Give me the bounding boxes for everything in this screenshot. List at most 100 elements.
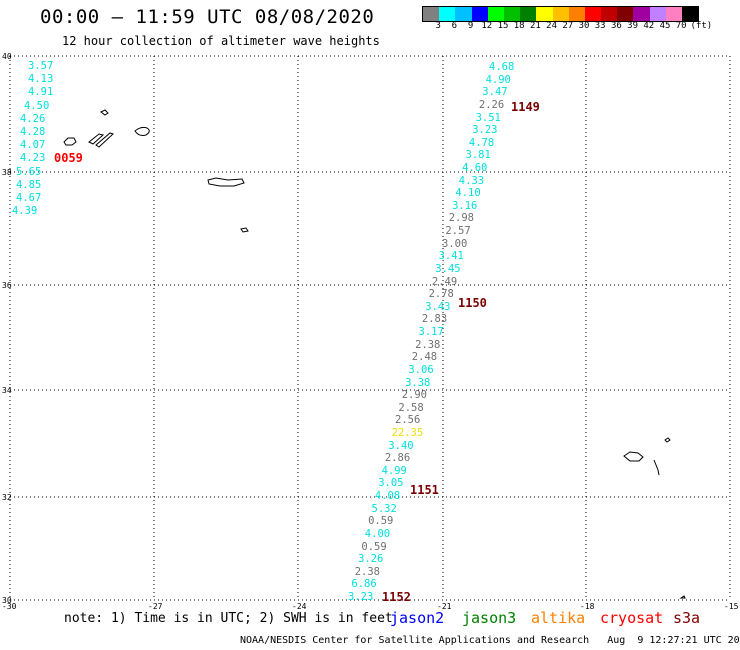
wave-height-value: 3.05 (378, 477, 404, 490)
island-santa-maria (240, 227, 249, 233)
latitude-label: 34 (2, 386, 12, 395)
wave-height-value: 2.58 (398, 401, 424, 414)
legend-label: 18 (513, 21, 525, 31)
legend-label: 6 (451, 21, 458, 31)
wave-height-value: 2.38 (415, 338, 441, 351)
island-graciosa-a (88, 133, 105, 145)
legend-swatch (503, 7, 521, 21)
wave-height-value: 4.91 (28, 86, 54, 99)
wave-height-value: 3.43 (425, 300, 451, 313)
legend-swatch (584, 7, 602, 21)
wave-height-value: 4.07 (20, 139, 46, 152)
legend-label: 45 (659, 21, 671, 31)
legend-swatch (487, 7, 504, 21)
wave-height-value: 4.99 (381, 464, 407, 477)
wave-height-value: 2.90 (401, 389, 427, 402)
legend-label: (ft) (690, 21, 713, 31)
latitude-label: 38 (2, 168, 12, 177)
wave-height-value: 4.33 (458, 174, 485, 187)
longitude-label: -18 (580, 602, 595, 611)
legend-swatch (649, 7, 666, 21)
wave-height-value: 3.26 (358, 553, 384, 566)
longitude-label: -24 (292, 602, 307, 611)
wave-height-value: 4.28 (20, 126, 46, 138)
time-mark: 1150 (458, 296, 487, 310)
legend-label: 42 (643, 21, 655, 31)
legend-label: 24 (546, 21, 558, 31)
time-mark: 1149 (511, 100, 540, 114)
legend-swatch (439, 7, 456, 21)
wave-height-value: 2.78 (428, 288, 454, 301)
satellite-name: s3a (673, 609, 701, 627)
latitude-label: 36 (2, 281, 12, 290)
wave-height-value: 4.26 (20, 112, 46, 125)
wave-height-value: 2.83 (421, 313, 448, 326)
wave-height-value: 3.51 (475, 111, 501, 124)
wave-height-value: 2.26 (478, 98, 505, 111)
wave-height-value: 3.57 (28, 60, 54, 72)
satellite-name: jason2 (390, 609, 445, 627)
island-porto-santo (664, 437, 671, 443)
wave-height-value: 3.17 (418, 326, 444, 338)
island-madeira (623, 451, 644, 462)
wave-height-value: 2.49 (431, 275, 458, 288)
wave-height-value: 3.47 (482, 86, 508, 99)
wave-height-value: 2.38 (354, 565, 380, 578)
legend-swatch (536, 7, 553, 21)
wave-height-value: 3.23 (348, 591, 374, 603)
wave-height-value: 2.48 (411, 351, 438, 364)
legend-label: 33 (594, 21, 606, 31)
island-corvo (63, 137, 77, 146)
latitude-label: 32 (2, 493, 12, 502)
color-legend (422, 6, 700, 22)
latitude-label: 30 (2, 596, 12, 605)
wave-height-value: 4.67 (16, 192, 42, 204)
wave-height-value: 3.38 (405, 376, 431, 389)
longitude-label: -30 (2, 602, 17, 611)
wave-height-value: 4.90 (485, 73, 511, 86)
legend-swatch (682, 7, 699, 21)
wave-height-value: 4.60 (462, 162, 488, 174)
longitude-label: -27 (148, 602, 163, 611)
satellite-name: altika (531, 609, 586, 627)
island-terceira (134, 126, 150, 136)
wave-height-value: 2.86 (384, 452, 411, 465)
island-desertas (653, 459, 660, 476)
legend-label: 70 (675, 21, 687, 31)
wave-height-value: 2.56 (395, 414, 421, 427)
graticule (9, 55, 731, 601)
island-graciosa-b (95, 132, 114, 148)
footnote: note: 1) Time is in UTC; 2) SWH is in fe… (64, 611, 393, 626)
wave-height-value: 4.10 (455, 187, 481, 200)
legend-swatch (520, 7, 537, 21)
island-flores (100, 109, 109, 116)
wave-height-value: 4.85 (16, 178, 42, 191)
legend-swatch (471, 7, 488, 21)
wave-height-value: 0.59 (368, 515, 394, 528)
wave-height-value: 3.16 (452, 199, 478, 212)
wave-height-value: 4.68 (489, 61, 515, 73)
legend-swatch (552, 7, 569, 21)
time-mark: 1151 (410, 483, 439, 497)
legend-swatch (617, 7, 634, 21)
legend-label: 21 (529, 21, 541, 31)
wave-height-value: 3.41 (438, 250, 464, 263)
wave-height-value: 3.81 (465, 149, 491, 162)
wave-height-value: 2.57 (445, 225, 471, 237)
wave-height-value: 3.00 (442, 237, 468, 250)
legend-swatch (568, 7, 585, 21)
legend-label: 9 (467, 21, 474, 31)
legend-label: 15 (497, 21, 509, 31)
longitude-label: -21 (437, 602, 452, 611)
wave-height-value: 4.50 (24, 99, 50, 112)
wave-height-value: 5.32 (371, 502, 397, 515)
wave-height-value: 0.59 (361, 540, 387, 553)
wave-height-value: 4.39 (12, 205, 38, 218)
wave-height-value: 4.00 (364, 527, 391, 540)
wave-height-value: 3.45 (435, 262, 461, 275)
legend-label: 36 (610, 21, 622, 31)
legend-swatch (633, 7, 650, 21)
wave-height-value: 5.65 (16, 165, 42, 178)
satellite-name: cryosat (600, 609, 664, 627)
